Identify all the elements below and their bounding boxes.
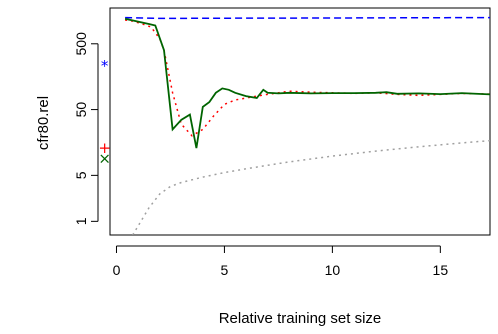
point-marker: × xyxy=(98,150,111,168)
y-tick-label: 500 xyxy=(73,32,89,56)
marker-layer: * +× xyxy=(98,57,111,168)
y-axis-title: cfr80.rel xyxy=(35,96,52,150)
x-tick-label: 5 xyxy=(221,262,229,278)
x-tick-label: 15 xyxy=(433,262,449,278)
x-axis: 0 5 10 15 xyxy=(113,245,449,278)
point-marker: + xyxy=(98,139,111,157)
series-line-1 xyxy=(125,16,490,20)
series-layer xyxy=(124,16,490,235)
point-marker: * xyxy=(101,57,109,75)
series-line-4 xyxy=(132,139,490,235)
plot-frame xyxy=(109,7,491,236)
series-line-3 xyxy=(124,17,490,149)
y-axis: 1 5 50 500 xyxy=(73,32,99,225)
x-tick-label: 10 xyxy=(325,262,341,278)
series-line-2 xyxy=(124,19,490,137)
y-tick-label: 50 xyxy=(73,102,89,118)
y-tick-label: 5 xyxy=(73,171,89,179)
x-axis-title: Relative training set size xyxy=(219,310,382,327)
x-tick-label: 0 xyxy=(113,262,121,278)
y-tick-label: 1 xyxy=(73,217,89,225)
